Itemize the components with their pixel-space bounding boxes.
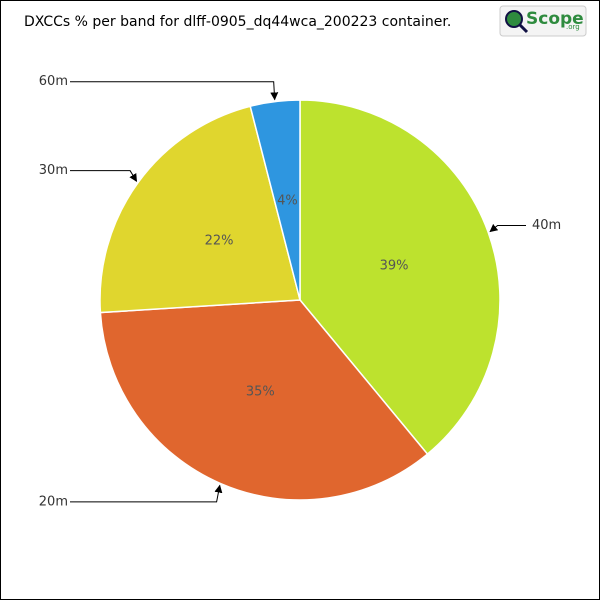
- leader-line: [489, 223, 526, 233]
- value-label: 39%: [380, 259, 409, 274]
- pie-slice: [99, 105, 301, 314]
- legend-label: 20m: [39, 494, 68, 509]
- logo: Scope .org: [499, 5, 587, 37]
- value-label: 35%: [246, 384, 275, 399]
- logo-handle: [518, 23, 529, 34]
- logo-suffix: .org: [566, 23, 580, 31]
- chart-title: DXCCs % per band for dlff-0905_dq44wca_2…: [24, 14, 451, 30]
- pie-slice: [249, 99, 301, 301]
- legend-label: 60m: [39, 74, 68, 89]
- leader-line: [70, 170, 138, 182]
- value-label: 4%: [277, 193, 298, 208]
- value-label: 22%: [205, 234, 234, 249]
- pie-slice: [99, 299, 429, 501]
- legend-label: 40m: [532, 218, 561, 233]
- pie-slice: [299, 99, 501, 456]
- leader-line: [70, 81, 279, 101]
- logo-lens: [505, 10, 523, 28]
- logo-text: Scope: [526, 9, 584, 29]
- leader-line: [70, 484, 223, 503]
- legend-label: 30m: [39, 163, 68, 178]
